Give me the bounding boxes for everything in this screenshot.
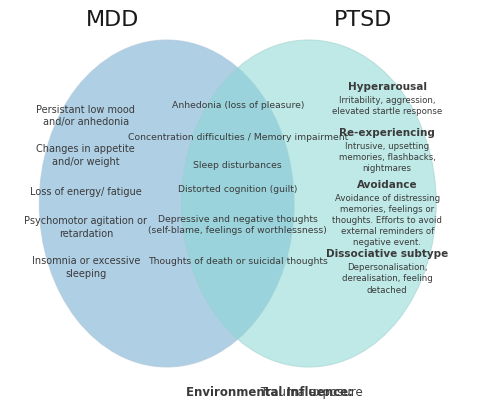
Text: Loss of energy/ fatigue: Loss of energy/ fatigue xyxy=(30,186,142,197)
Text: Intrusive, upsetting
memories, flashbacks,
nightmares: Intrusive, upsetting memories, flashback… xyxy=(339,142,436,173)
Text: Hyperarousal: Hyperarousal xyxy=(348,82,426,92)
Text: Anhedonia (loss of pleasure): Anhedonia (loss of pleasure) xyxy=(172,101,304,110)
Text: MDD: MDD xyxy=(86,10,140,30)
Text: Insomnia or excessive
sleeping: Insomnia or excessive sleeping xyxy=(32,256,140,278)
Text: Concentration difficulties / Memory impairment: Concentration difficulties / Memory impa… xyxy=(128,133,348,142)
Text: Sleep disturbances: Sleep disturbances xyxy=(194,161,282,170)
Text: Avoidance: Avoidance xyxy=(357,179,418,190)
Text: Distorted cognition (guilt): Distorted cognition (guilt) xyxy=(178,185,298,194)
Text: Changes in appetite
and/or weight: Changes in appetite and/or weight xyxy=(36,144,135,167)
Text: Dissociative subtype: Dissociative subtype xyxy=(326,249,448,259)
Text: Thoughts of death or suicidal thoughts: Thoughts of death or suicidal thoughts xyxy=(148,257,328,266)
Text: Psychomotor agitation or
retardation: Psychomotor agitation or retardation xyxy=(24,216,148,239)
Ellipse shape xyxy=(182,40,436,367)
Text: Re-experiencing: Re-experiencing xyxy=(340,128,435,138)
Text: Avoidance of distressing
memories, feelings or
thoughts. Efforts to avoid
extern: Avoidance of distressing memories, feeli… xyxy=(332,193,442,247)
Text: Environmental Influence:: Environmental Influence: xyxy=(186,387,354,399)
Text: Depressive and negative thoughts
(self-blame, feelings of worthlessness): Depressive and negative thoughts (self-b… xyxy=(148,215,327,236)
Text: Depersonalisation,
derealisation, feeling
detached: Depersonalisation, derealisation, feelin… xyxy=(342,263,432,295)
Text: Persistant low mood
and/or anhedonia: Persistant low mood and/or anhedonia xyxy=(36,105,136,127)
Text: Irritability, aggression,
elevated startle response: Irritability, aggression, elevated start… xyxy=(332,96,442,116)
Text: Trauma exposure: Trauma exposure xyxy=(258,387,363,399)
Text: PTSD: PTSD xyxy=(334,10,392,30)
Ellipse shape xyxy=(40,40,294,367)
